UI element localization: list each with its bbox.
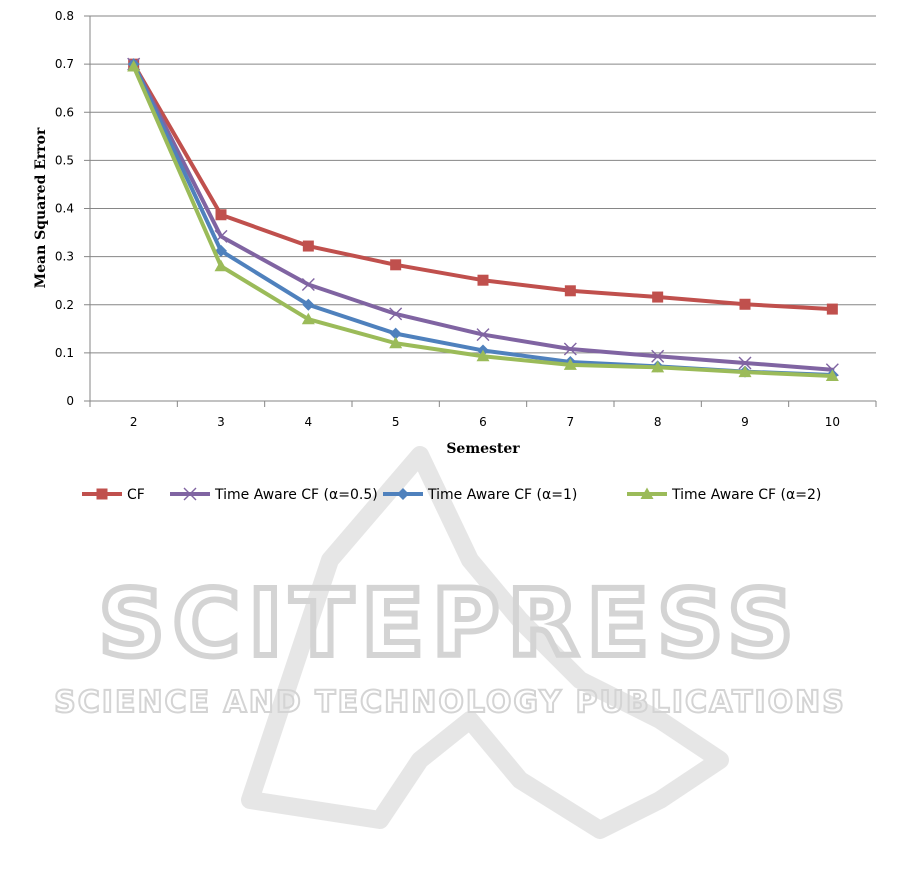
marker-stroke: [476, 328, 490, 342]
data-point: [739, 298, 751, 310]
legend-label: Time Aware CF (α=0.5): [214, 487, 378, 503]
data-point: [476, 349, 490, 362]
marker-stroke: [301, 278, 315, 292]
data-point: [389, 336, 403, 349]
x-axis: [84, 15, 877, 407]
marker-stroke: [651, 349, 665, 363]
series-layer: [127, 57, 839, 382]
watermark-subtitle: SCIENCE AND TECHNOLOGY PUBLICATIONS: [54, 685, 846, 720]
y-tick-label: 0.5: [55, 153, 74, 167]
x-tick-label: 8: [654, 415, 662, 429]
sciencepress-watermark: SCITEPRESS SCIENCE AND TECHNOLOGY PUBLIC…: [53, 446, 846, 839]
data-point: [390, 259, 402, 271]
legend-marker: [96, 488, 108, 500]
y-axis-ticks: 0 0.1 0.2 0.3 0.4 0.5 0.6 0.7 0.8: [55, 9, 74, 408]
y-tick-label: 0.4: [55, 202, 74, 216]
series-2: [127, 57, 839, 377]
x-axis-ticks: 2 3 4 5 6 7 8 9 10: [130, 415, 840, 429]
data-point: [652, 291, 664, 303]
marker-stroke: [563, 342, 577, 356]
data-point: [738, 365, 752, 378]
data-point: [215, 244, 227, 257]
legend-marker: [183, 487, 197, 501]
legend: CF Time Aware CF (α=0.5) Time Aware CF (α=…: [82, 487, 821, 503]
data-point: [477, 274, 489, 286]
x-axis-title: Semester: [446, 441, 520, 457]
watermark-title: SCITEPRESS: [98, 570, 801, 677]
data-point: [215, 209, 227, 221]
data-point: [389, 307, 403, 321]
x-tick-label: 2: [130, 415, 138, 429]
data-point: [389, 327, 402, 340]
legend-item: Time Aware CF (α=0.5): [170, 487, 378, 503]
data-point: [302, 240, 314, 252]
x-tick-label: 9: [741, 415, 749, 429]
series-4: [127, 60, 839, 381]
data-point: [738, 356, 752, 370]
data-point: [651, 349, 665, 363]
legend-item: Time Aware CF (α=1): [383, 487, 577, 503]
legend-item: CF: [82, 487, 145, 503]
marker-stroke: [738, 356, 752, 370]
gridlines: [90, 15, 876, 354]
data-point: [214, 259, 228, 272]
legend-item: Time Aware CF (α=2): [627, 487, 821, 503]
data-point: [825, 369, 839, 381]
y-tick-label: 0.6: [55, 105, 74, 119]
data-point: [301, 278, 315, 292]
x-tick-label: 10: [825, 415, 840, 429]
x-tick-label: 7: [567, 415, 575, 429]
x-tick-label: 3: [217, 415, 225, 429]
x-tick-label: 6: [479, 415, 487, 429]
watermark-logo-shape: [241, 446, 729, 839]
data-point: [301, 312, 315, 325]
legend-marker: [397, 488, 409, 500]
series-line: [131, 62, 835, 312]
y-tick-label: 0: [66, 394, 74, 408]
data-point: [476, 328, 490, 342]
legend-marker: [640, 487, 654, 499]
data-point: [651, 360, 665, 373]
series-line: [131, 62, 835, 372]
y-axis-title: Mean Squared Error: [33, 127, 49, 288]
legend-label: CF: [127, 487, 145, 503]
y-tick-label: 0.7: [55, 57, 74, 71]
data-point: [563, 342, 577, 356]
data-point: [564, 285, 576, 297]
marker-stroke: [183, 487, 197, 501]
x-tick-label: 4: [305, 415, 313, 429]
y-tick-label: 0.1: [55, 346, 74, 360]
data-point: [563, 358, 577, 370]
legend-label: Time Aware CF (α=2): [671, 487, 821, 503]
data-point: [826, 303, 838, 315]
y-tick-label: 0.2: [55, 298, 74, 312]
data-point: [127, 60, 141, 72]
x-tick-label: 5: [392, 415, 400, 429]
y-tick-label: 0.3: [55, 250, 74, 264]
data-point: [302, 298, 315, 311]
legend-label: Time Aware CF (α=1): [427, 487, 577, 503]
marker-stroke: [389, 307, 403, 321]
y-tick-label: 0.8: [55, 9, 74, 23]
